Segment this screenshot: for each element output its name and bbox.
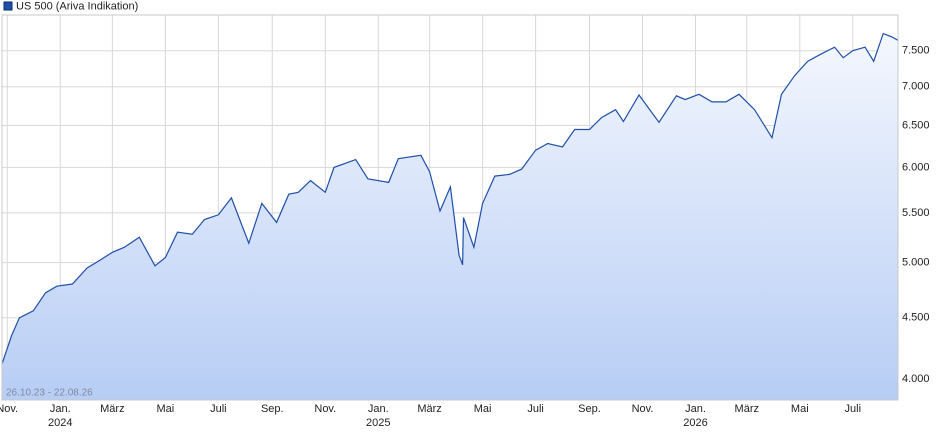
x-tick-label: Nov. xyxy=(0,403,18,415)
line xyxy=(1,32,899,365)
x-tick-label: Juli xyxy=(527,403,544,415)
y-tick-label: 4.000 xyxy=(902,373,930,385)
x-year-label: 2025 xyxy=(366,417,390,429)
x-tick-label: März xyxy=(100,403,124,415)
x-tick-label: Mai xyxy=(157,403,175,415)
x-year-label: 2024 xyxy=(48,417,72,429)
x-tick-label: Sep. xyxy=(578,403,601,415)
x-tick-label: Juli xyxy=(210,403,227,415)
range-label: 26.10.23 - 22.08.26 xyxy=(6,388,93,399)
area xyxy=(2,33,898,400)
x-year-label: 2026 xyxy=(683,417,707,429)
legend-label: US 500 (Ariva Indikation) xyxy=(16,0,138,12)
x-tick-label: Jan. xyxy=(685,403,706,415)
y-tick-label: 4.500 xyxy=(902,312,930,324)
legend-swatch xyxy=(3,1,13,11)
x-tick-label: Mai xyxy=(474,403,492,415)
x-tick-label: März xyxy=(735,403,759,415)
y-tick-label: 5.500 xyxy=(902,207,930,219)
y-tick-label: 7.500 xyxy=(902,45,930,57)
x-tick-label: Nov. xyxy=(632,403,654,415)
x-tick-label: Jan. xyxy=(50,403,71,415)
y-tick-label: 6.500 xyxy=(902,119,930,131)
x-tick-label: März xyxy=(417,403,441,415)
x-tick-label: Mai xyxy=(791,403,809,415)
x-tick-label: Juli xyxy=(845,403,862,415)
y-tick-label: 5.000 xyxy=(902,257,930,269)
y-tick-label: 7.000 xyxy=(902,81,930,93)
x-tick-label: Nov. xyxy=(314,403,336,415)
plot-border xyxy=(1,14,899,401)
x-tick-label: Jan. xyxy=(368,403,389,415)
x-tick-label: Sep. xyxy=(261,403,284,415)
y-tick-label: 6.000 xyxy=(902,161,930,173)
